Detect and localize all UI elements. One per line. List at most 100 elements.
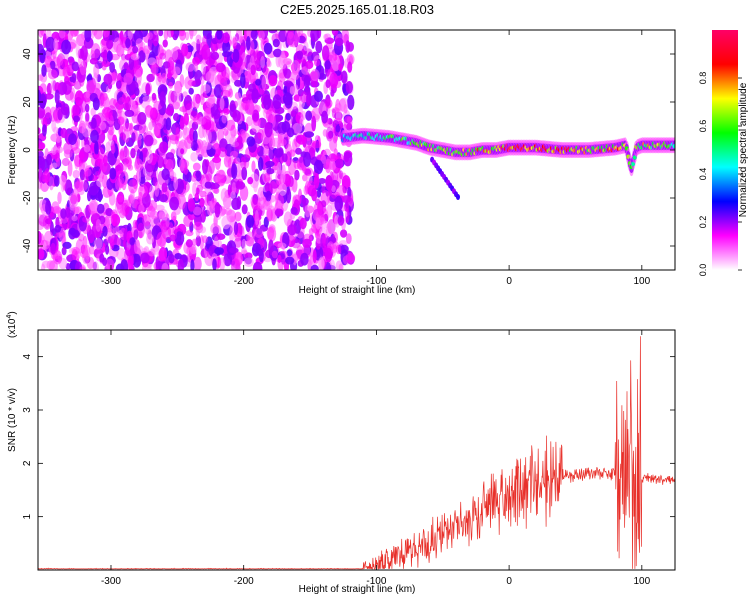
heatmap-cell (192, 93, 200, 110)
heatmap-cell (173, 91, 182, 107)
heatmap-cell (293, 160, 301, 170)
heatmap-cell (49, 106, 57, 122)
heatmap-cell (74, 90, 84, 106)
heatmap-cell (75, 42, 80, 58)
heatmap-cell (187, 198, 196, 212)
spectrogram-y-label: Frequency (Hz) (7, 116, 18, 185)
colorbar-ticks: 0.0 0.2 0.4 0.6 0.8 (698, 72, 742, 276)
heatmap-cell (251, 198, 259, 211)
heatmap-cell (279, 72, 286, 79)
heatmap-cell (125, 199, 131, 206)
heatmap-cell (61, 39, 72, 55)
heatmap-cell (130, 148, 136, 159)
heatmap-cell (142, 95, 153, 103)
x-tick-label: 0 (506, 276, 512, 287)
heatmap-cell (326, 222, 332, 239)
heatmap-cell (105, 244, 110, 255)
heatmap-cell (335, 37, 344, 47)
heatmap-cell (90, 129, 99, 143)
heatmap-cell (132, 253, 142, 268)
heatmap-cell (265, 190, 272, 202)
heatmap-cell (96, 177, 105, 188)
heatmap-cell (223, 154, 232, 168)
heatmap-cell (232, 37, 237, 50)
heatmap-cell (251, 160, 256, 173)
heatmap-cell (41, 263, 46, 270)
heatmap-cell (311, 115, 317, 132)
heatmap-cell (241, 94, 249, 100)
heatmap-cell (222, 66, 230, 81)
heatmap-cell (231, 197, 241, 210)
heatmap-cell (50, 242, 56, 255)
heatmap-cell (122, 128, 130, 143)
heatmap-cell (241, 166, 248, 181)
heatmap-cell (251, 88, 259, 104)
heatmap-cell (246, 36, 251, 51)
y-tick-label: 20 (22, 96, 33, 108)
heatmap-cell (140, 252, 150, 264)
heatmap-cell (185, 62, 195, 72)
x-tick-label: 100 (633, 276, 650, 287)
heatmap-cell (193, 63, 199, 72)
heatmap-cell (194, 192, 199, 202)
heatmap-cell (294, 169, 300, 181)
heatmap-cell (129, 237, 135, 246)
heatmap-cell (109, 62, 115, 73)
x-tick-label: -300 (101, 276, 121, 287)
heatmap-cell (244, 252, 253, 260)
heatmap-cell (92, 97, 100, 111)
heatmap-cell (304, 204, 311, 218)
heatmap-cell (107, 216, 113, 225)
heatmap-cell (232, 48, 240, 63)
heatmap-cell (131, 104, 140, 114)
heatmap-cell (277, 254, 282, 263)
heatmap-cell (201, 235, 208, 244)
heatmap-cell (196, 147, 205, 157)
heatmap-cell (116, 237, 121, 248)
heatmap-cell (271, 250, 278, 259)
heatmap-cell (268, 30, 278, 34)
heatmap-cell (258, 156, 264, 171)
heatmap-cell (209, 200, 214, 216)
heatmap-cell (305, 60, 314, 69)
heatmap-cell (142, 263, 152, 270)
heatmap-cell (116, 170, 126, 178)
heatmap-cell (318, 73, 327, 80)
heatmap-cell (277, 80, 284, 97)
heatmap-cell (234, 211, 242, 222)
x-tick-label: -200 (234, 576, 254, 587)
heatmap-cell (91, 153, 101, 167)
heatmap-cell (240, 156, 247, 170)
heatmap-cell (246, 136, 256, 147)
heatmap-cell (314, 59, 320, 67)
heatmap-cell (192, 130, 198, 143)
heatmap-cell (302, 238, 312, 248)
heatmap-cell (310, 30, 320, 42)
heatmap-cell (46, 154, 52, 166)
heatmap-cell (329, 137, 338, 152)
heatmap-cell (192, 182, 197, 197)
heatmap-cell (72, 169, 80, 179)
heatmap-cell (278, 132, 285, 141)
heatmap-cell (133, 229, 139, 240)
heatmap-cell (170, 47, 179, 61)
heatmap-cell (87, 229, 95, 244)
heatmap-cell (39, 83, 47, 95)
heatmap-cell (292, 84, 299, 96)
heatmap-cell (73, 206, 80, 214)
colorbar-label: Normalized spectral amplitude (738, 82, 749, 217)
heatmap-cell (56, 55, 64, 66)
heatmap-cell (102, 225, 108, 237)
heatmap-cell (231, 182, 237, 195)
heatmap-cell (132, 219, 138, 229)
heatmap-cell (216, 30, 223, 40)
heatmap-cell (134, 69, 142, 85)
heatmap-cell (235, 157, 241, 164)
heatmap-cell (72, 188, 79, 199)
heatmap-cell (125, 38, 131, 49)
heatmap-cell (103, 73, 113, 85)
heatmap-cell (283, 80, 293, 87)
x-tick-label: 0 (506, 576, 512, 587)
heatmap-cell (215, 169, 225, 180)
y-tick-label: -20 (22, 190, 33, 205)
